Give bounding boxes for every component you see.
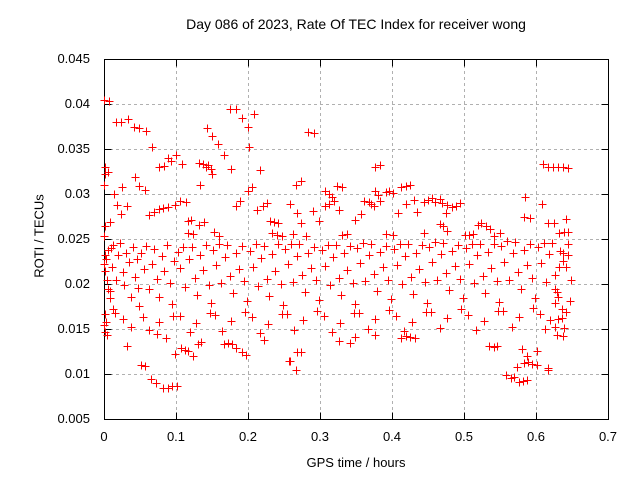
- y-tick-label: 0.025: [57, 231, 90, 246]
- x-tick-label: 0.7: [598, 429, 618, 444]
- x-tick-label: 0.6: [526, 429, 546, 444]
- y-tick-label: 0.01: [64, 366, 90, 381]
- x-tick-label: 0.4: [382, 429, 402, 444]
- x-tick-label: 0.2: [238, 429, 258, 444]
- y-tick-label: 0.015: [57, 321, 90, 336]
- y-tick-label: 0.035: [57, 141, 90, 156]
- y-tick-label: 0.02: [64, 276, 90, 291]
- y-tick-label: 0.045: [57, 51, 90, 66]
- x-tick-label: 0.5: [454, 429, 474, 444]
- y-tick-label: 0.005: [57, 411, 90, 426]
- y-tick-label: 0.03: [64, 186, 90, 201]
- x-tick-label: 0: [100, 429, 108, 444]
- scatter-points: [100, 96, 576, 393]
- x-tick-label: 0.3: [310, 429, 330, 444]
- chart-title: Day 086 of 2023, Rate Of TEC Index for r…: [186, 16, 526, 32]
- y-tick-label: 0.04: [64, 96, 90, 111]
- x-tick-label: 0.1: [166, 429, 186, 444]
- x-axis-label: GPS time / hours: [306, 455, 406, 470]
